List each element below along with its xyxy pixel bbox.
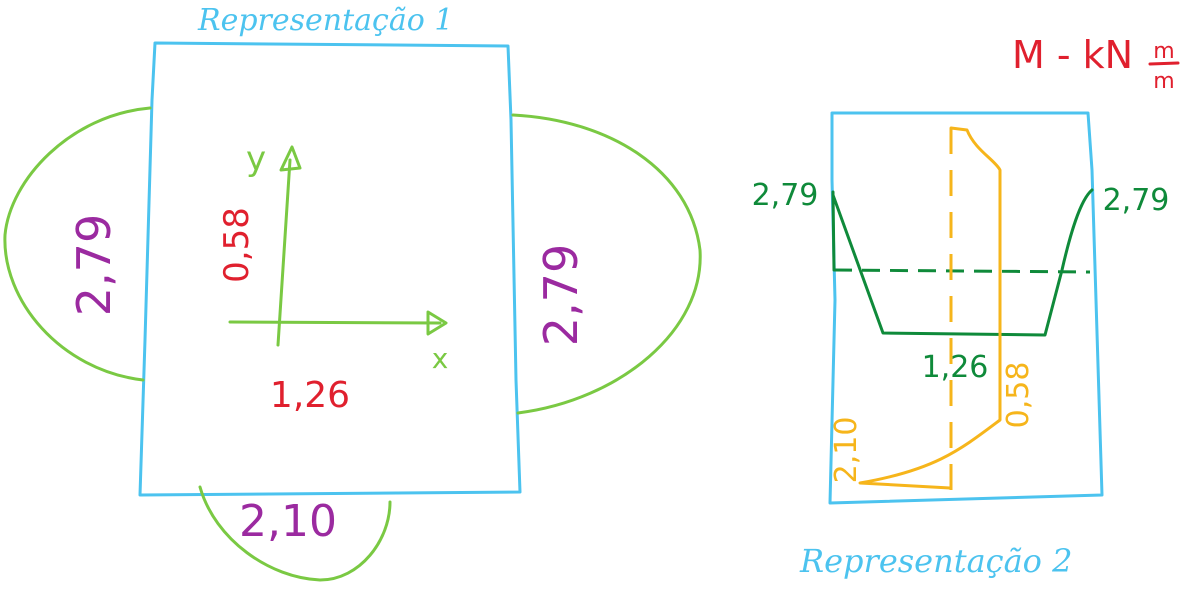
x-axis-line [228,320,442,325]
slab-outline [138,41,522,497]
bottom-moment-bulge [198,485,392,582]
green-moment-curve [831,188,1094,337]
right-moment-bulge [511,113,702,415]
green-moment-baseline [833,268,1091,274]
x-moment-value: 1,26 [270,375,350,416]
orange-bottom-value: 2,10 [829,417,864,484]
y-moment-value: 0,58 [217,207,257,283]
units-label: M - kN [1012,33,1133,77]
green-right-value: 2,79 [1103,183,1170,218]
units-numerator: m [1153,39,1174,64]
y-axis-line [276,158,292,347]
orange-moment-curve [858,126,1002,490]
orange-top-value: 0,58 [1001,362,1036,429]
y-axis-label: y [246,139,266,179]
x-axis-arrow [426,310,448,336]
left-moment-bulge [3,106,152,382]
x-axis-label: x [432,342,449,375]
right-moment-value: 2,79 [534,244,588,346]
bottom-moment-value: 2,10 [239,496,337,547]
rep2-title: Representação 2 [799,542,1072,580]
units-denominator: m [1153,69,1174,94]
green-bottom-value: 1,26 [922,350,989,385]
y-axis-arrow [279,145,302,172]
rep1-title: Representação 1 [197,3,453,38]
units-fraction-bar [1148,61,1180,66]
green-left-value: 2,79 [752,178,819,213]
left-moment-value: 2,79 [67,214,121,316]
